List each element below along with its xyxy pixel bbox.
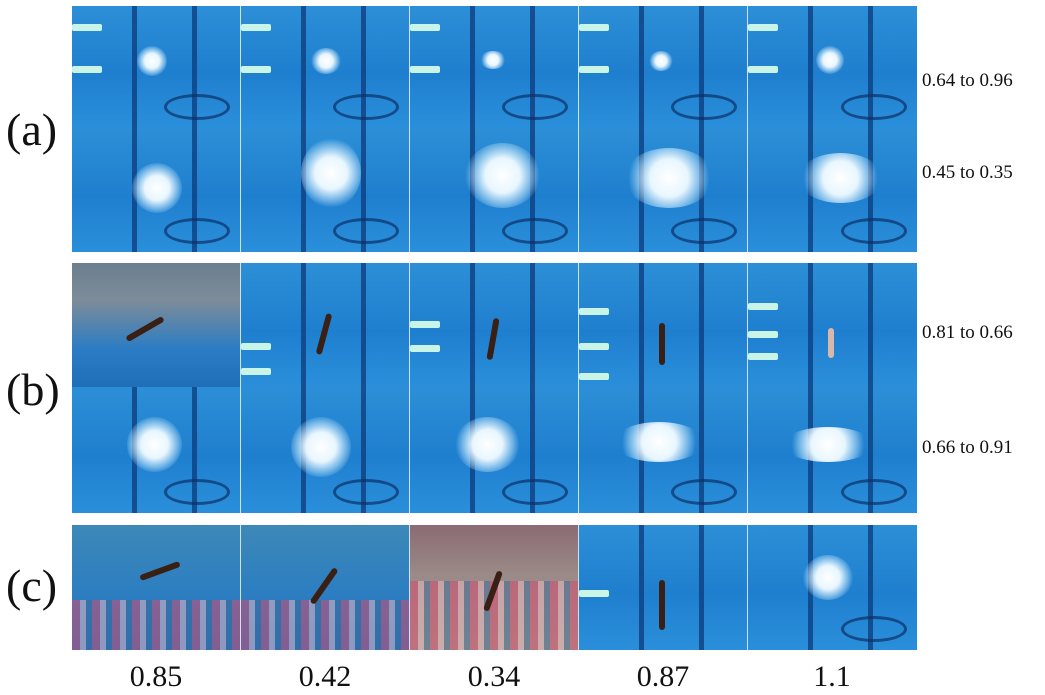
range-label-a-row2: 0.45 to 0.35 xyxy=(922,162,1013,183)
video-frame xyxy=(410,387,579,513)
video-frame xyxy=(72,387,241,513)
score-label: 0.87 xyxy=(636,660,690,693)
panel-a-row2 xyxy=(72,128,917,252)
range-label-b-row1: 0.81 to 0.66 xyxy=(922,322,1013,343)
panel-label-c: (c) xyxy=(6,560,58,611)
video-frame xyxy=(579,263,748,387)
score-label: 0.34 xyxy=(467,660,521,693)
video-frame xyxy=(241,387,410,513)
video-frame xyxy=(579,128,748,252)
video-frame xyxy=(748,6,917,128)
panel-label-a: (a) xyxy=(6,104,58,155)
video-frame xyxy=(410,128,579,252)
video-frame xyxy=(241,6,410,128)
video-frame xyxy=(241,525,410,650)
video-frame xyxy=(72,6,241,128)
range-label-b-row2: 0.66 to 0.91 xyxy=(922,437,1013,458)
video-frame xyxy=(579,6,748,128)
video-frame xyxy=(410,263,579,387)
score-label: 1.1 xyxy=(813,660,851,693)
video-frame xyxy=(410,525,579,650)
video-frame xyxy=(241,263,410,387)
video-frame xyxy=(748,387,917,513)
score-label: 0.42 xyxy=(298,660,352,693)
score-label: 0.85 xyxy=(129,660,183,693)
video-frame xyxy=(241,128,410,252)
panel-a-row1 xyxy=(72,6,917,128)
video-frame xyxy=(72,128,241,252)
video-frame xyxy=(72,263,241,387)
panel-c-row xyxy=(72,525,917,650)
video-frame xyxy=(579,387,748,513)
video-frame xyxy=(748,525,917,650)
video-frame xyxy=(748,263,917,387)
panel-b-row2 xyxy=(72,387,917,513)
panel-label-b: (b) xyxy=(6,364,60,415)
video-frame xyxy=(579,525,748,650)
video-frame xyxy=(410,6,579,128)
video-frame xyxy=(748,128,917,252)
video-frame xyxy=(72,525,241,650)
panel-b-row1 xyxy=(72,263,917,387)
range-label-a-row1: 0.64 to 0.96 xyxy=(922,70,1013,91)
